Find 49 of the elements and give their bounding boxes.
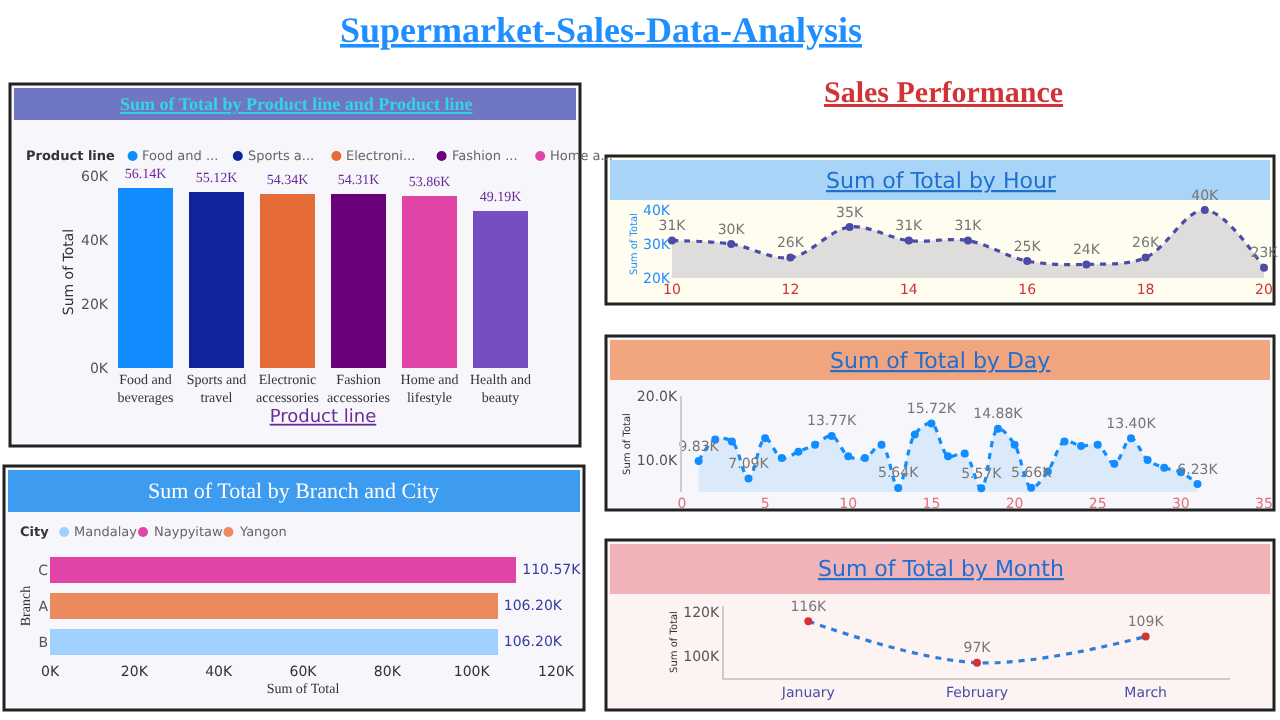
point	[811, 440, 820, 449]
point	[694, 457, 703, 466]
point	[777, 454, 786, 463]
chart-title: Sum of Total by Month	[818, 556, 1064, 582]
point	[727, 437, 736, 446]
point	[744, 474, 753, 483]
point	[1193, 480, 1202, 489]
chart-title: Sum of Total by Hour	[826, 168, 1057, 194]
point	[927, 419, 936, 428]
point	[944, 452, 953, 461]
chart-title: Sum of Total by Day	[830, 348, 1052, 374]
point	[794, 447, 803, 456]
point	[1141, 632, 1150, 641]
chart-title: Sum of Total by Branch and City	[148, 480, 441, 504]
point	[1082, 260, 1091, 269]
point	[1027, 483, 1036, 492]
point	[977, 484, 986, 493]
point	[727, 240, 736, 248]
point	[1077, 441, 1086, 450]
point	[964, 236, 972, 245]
point	[1260, 263, 1268, 272]
point	[786, 253, 795, 262]
point	[894, 483, 903, 492]
text: Sales Performance	[824, 78, 1064, 110]
point	[827, 431, 836, 440]
point	[844, 452, 853, 461]
point	[860, 454, 869, 463]
point	[904, 236, 913, 245]
point	[960, 449, 969, 458]
chart-title: Sum of Total by Product line and Product line	[120, 94, 473, 114]
point	[845, 223, 854, 231]
point	[1200, 206, 1209, 214]
point	[1093, 440, 1102, 449]
point	[761, 434, 770, 443]
point	[993, 424, 1002, 433]
point	[1126, 434, 1135, 443]
x-axis-title: Product line	[269, 407, 378, 428]
point	[1160, 463, 1169, 472]
text: Supermarket-Sales-Data-Analysis	[340, 10, 862, 50]
point	[910, 430, 919, 439]
point	[804, 617, 813, 626]
point	[877, 440, 886, 449]
point	[973, 658, 981, 667]
point	[1060, 437, 1069, 446]
point	[1023, 257, 1032, 265]
point	[1143, 456, 1152, 464]
point	[1110, 459, 1119, 468]
point	[1010, 440, 1019, 449]
point	[1141, 253, 1150, 262]
